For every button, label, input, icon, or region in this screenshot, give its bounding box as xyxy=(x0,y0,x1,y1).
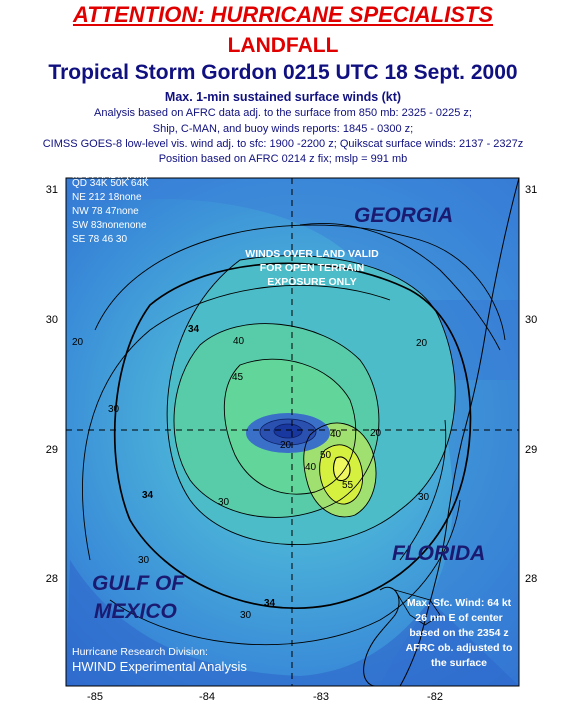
contour-label: 30 xyxy=(240,610,252,621)
hrd-credit: Hurricane Research Division: HWIND Exper… xyxy=(72,646,247,674)
max-wind-line: 26 nm E of center xyxy=(415,612,503,624)
radii-row: NE 212 18none xyxy=(72,192,142,203)
contour-field xyxy=(66,178,519,686)
radii-row: NW 78 47none xyxy=(72,206,139,217)
tampa-bay xyxy=(394,589,441,626)
contour-label: 40 xyxy=(305,462,317,473)
contour-label: 34 xyxy=(188,324,200,335)
contour-34kt xyxy=(113,262,472,609)
max-wind-line: AFRC ob. adjusted to xyxy=(406,642,513,654)
contour-label: 45 xyxy=(232,372,244,383)
contour-label: 20 xyxy=(72,337,84,348)
lat-tick-label: 28 xyxy=(525,573,537,585)
florida-label: FLORIDA xyxy=(392,542,485,565)
lat-tick-label: 30 xyxy=(525,314,537,326)
radii-row: SW 83nonenone xyxy=(72,220,147,231)
land-area-north xyxy=(66,178,519,380)
land-wind-note: WINDS OVER LAND VALID FOR OPEN TERRAIN E… xyxy=(245,248,379,288)
credit-line: Hurricane Research Division: xyxy=(72,646,208,658)
wind-contours xyxy=(82,223,506,646)
lat-tick-label: 30 xyxy=(46,314,58,326)
analysis-note: Analysis based on AFRC data adj. to the … xyxy=(94,107,472,119)
gulf-label: GULF OF xyxy=(92,572,185,595)
land-area-florida xyxy=(380,300,519,686)
wind-analysis-map: 34 40 45 30 20 20 30 40 30 34 30 34 30 4… xyxy=(46,170,538,703)
contour-label: 50 xyxy=(320,450,332,461)
storm-title: Tropical Storm Gordon 0215 UTC 18 Sept. … xyxy=(48,61,518,84)
credit-line: HWIND Experimental Analysis xyxy=(72,659,247,674)
lon-tick-label: -84 xyxy=(199,691,215,703)
contour-labels: 34 40 45 30 20 20 30 40 30 34 30 34 30 4… xyxy=(72,324,430,621)
contour-label: 34 xyxy=(142,490,154,501)
contour-label: 55 xyxy=(342,480,354,491)
contour-label: 20 xyxy=(280,440,292,451)
contour-label: 30 xyxy=(108,404,120,415)
map-subtitle: Max. 1-min sustained surface winds (kt) xyxy=(164,90,402,104)
max-wind-core xyxy=(333,456,351,482)
landfall-label: LANDFALL xyxy=(227,34,339,57)
gulf-label: MEXICO xyxy=(94,600,177,623)
contour-label: 40 xyxy=(233,336,245,347)
contour-label: 20 xyxy=(416,338,428,349)
radii-row: SE 78 46 30 xyxy=(72,234,127,245)
lat-tick-label: 31 xyxy=(525,184,537,196)
land-note-line: EXPOSURE ONLY xyxy=(267,276,356,288)
wind-radii-table: MAX RADII (NM) QD 34K 50K 64K NE 212 18n… xyxy=(72,170,149,245)
analysis-note: Ship, C-MAN, and buoy winds reports: 184… xyxy=(152,123,414,135)
analysis-note: CIMSS GOES-8 low-level vis. wind adj. to… xyxy=(42,138,524,150)
georgia-label: GEORGIA xyxy=(354,204,453,227)
coastline-east xyxy=(399,178,519,686)
radii-header: QD 34K 50K 64K xyxy=(72,178,149,189)
axis-ticks: 31 30 29 28 31 30 29 28 -85 -84 -83 -82 xyxy=(46,184,538,703)
contour-label: 20 xyxy=(370,428,382,439)
lat-tick-label: 29 xyxy=(46,444,58,456)
contour-label: 40 xyxy=(330,429,342,440)
radii-title: MAX RADII (NM) xyxy=(72,170,148,181)
storm-eye xyxy=(273,423,303,439)
land-note-line: FOR OPEN TERRAIN xyxy=(260,262,364,274)
contour-label: 30 xyxy=(418,492,430,503)
max-wind-note: Max. Sfc. Wind: 64 kt 26 nm E of center … xyxy=(406,597,513,669)
lat-tick-label: 28 xyxy=(46,573,58,585)
lon-tick-label: -82 xyxy=(427,691,443,703)
analysis-note: Position based on AFRC 0214 z fix; mslp … xyxy=(158,153,408,165)
max-wind-line: the surface xyxy=(431,657,487,669)
max-wind-line: based on the 2354 z xyxy=(409,627,508,639)
lat-tick-label: 29 xyxy=(525,444,537,456)
ocean-outer-south xyxy=(66,560,519,686)
lon-tick-label: -83 xyxy=(313,691,329,703)
max-wind-line: Max. Sfc. Wind: 64 kt xyxy=(407,597,512,609)
contour-label: 30 xyxy=(138,555,150,566)
attention-banner: ATTENTION: HURRICANE SPECIALISTS xyxy=(72,2,494,27)
contour-label: 30 xyxy=(218,497,230,508)
lon-tick-label: -85 xyxy=(87,691,103,703)
land-note-line: WINDS OVER LAND VALID xyxy=(245,248,379,260)
lat-tick-label: 31 xyxy=(46,184,58,196)
contour-label: 34 xyxy=(264,598,276,609)
